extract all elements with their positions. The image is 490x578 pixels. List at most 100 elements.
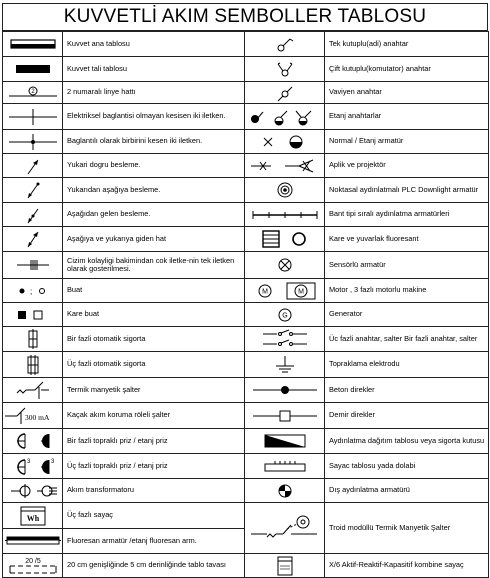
table-cell: Üç fazli topraklı priz / etanj priz bbox=[62, 453, 245, 479]
table-cell: Kare ve yuvarlak fluoresant bbox=[324, 226, 489, 252]
top-down-feed-icon bbox=[2, 177, 63, 203]
three-phase-breaker-icon bbox=[2, 351, 63, 378]
table-cell: Yukarıdan aşağıya besleme. bbox=[62, 177, 245, 203]
socket-phase-label: 3 bbox=[27, 459, 31, 465]
table-cell: Bir fazli otomatik sigorta bbox=[62, 326, 245, 352]
table-cell: Topraklama elektrodu bbox=[324, 351, 489, 378]
table-cell: Motor , 3 fazlı motorlu makine bbox=[324, 278, 489, 303]
multi-conductor-icon bbox=[2, 251, 63, 279]
table-cell: Yukari dogru besleme. bbox=[62, 153, 245, 178]
table-cell: Aşağıya ve yukarıya giden hat bbox=[62, 226, 245, 252]
table-cell: Çift kutuplu(komutator) anahtar bbox=[324, 56, 489, 82]
table-cell: Cizim kolayligi bakimindan cok iletke-ni… bbox=[62, 251, 245, 279]
table-row: Üç fazli otomatik sigorta Topraklama ele… bbox=[2, 351, 489, 378]
table-cell: Bant tipi sıralı aydınlatma armatürleri bbox=[324, 202, 489, 227]
table-row: Bir fazli otomatik sigorta Üc fazli anah… bbox=[2, 326, 489, 352]
table-cell: Normal / Etanj armatür bbox=[324, 129, 489, 154]
table-cell: Vaviyen anahtar bbox=[324, 81, 489, 104]
table-row: Bir fazli topraklı priz / etanj priz Ayd… bbox=[2, 428, 489, 454]
table-cell: Sensörlü armatür bbox=[324, 251, 489, 279]
sensor-armatur-icon bbox=[244, 251, 325, 279]
cift-kutuplu-anahtar-icon bbox=[244, 56, 325, 82]
table-row: 2 2 numaralı linye hattı Vaviyen anahtar bbox=[2, 81, 489, 104]
concrete-pole-icon bbox=[244, 377, 325, 403]
table-cell: Aşağıdan gelen besleme. bbox=[62, 202, 245, 227]
socket-phase-label: 3 bbox=[51, 459, 55, 465]
table-row: Yukarıdan aşağıya besleme. Noktasal aydı… bbox=[2, 177, 489, 203]
linye-hatti-icon: 2 bbox=[2, 81, 63, 104]
table-row: Kare buat G Generator bbox=[2, 302, 489, 327]
single-phase-breaker-icon bbox=[2, 326, 63, 352]
table-row: Kuvvet ana tablosu Tek kutuplu(adi) anah… bbox=[2, 31, 489, 57]
kare-buat-icon bbox=[2, 302, 63, 327]
downlight-icon bbox=[244, 177, 325, 203]
svg-text:M: M bbox=[298, 288, 304, 295]
table-cell: Tek kutuplu(adi) anahtar bbox=[324, 31, 489, 57]
single-phase-socket-icon bbox=[2, 428, 63, 454]
kuvvet-tali-tablosu-icon bbox=[2, 56, 63, 82]
up-down-line-icon bbox=[2, 226, 63, 252]
table-cell: Fluoresan armatür /etanj fluoresan arm. bbox=[62, 528, 245, 554]
table-cell: Kuvvet ana tablosu bbox=[62, 31, 245, 57]
meter-cabinet-icon bbox=[244, 453, 325, 479]
table-cell: Üç fazli otomatik sigorta bbox=[62, 351, 245, 378]
iron-pole-icon bbox=[244, 402, 325, 429]
vaviyen-anahtar-icon bbox=[244, 81, 325, 104]
table-row: Akım transformatoru Dış aydınlatma armat… bbox=[2, 478, 489, 503]
table-cell: Üc fazli anahtar, salter Bir fazli anaht… bbox=[324, 326, 489, 352]
table-cell: Termik manyetik şalter bbox=[62, 377, 245, 403]
table-row: Kuvvet tali tablosu Çift kutuplu(komutat… bbox=[2, 56, 489, 82]
table-cell: Kare buat bbox=[62, 302, 245, 327]
kuvvet-ana-tablosu-icon bbox=[2, 31, 63, 57]
table-cell: Üç fazlı sayaç bbox=[62, 502, 245, 529]
upward-feed-icon bbox=[2, 153, 63, 178]
thermal-magnetic-switch-icon bbox=[2, 377, 63, 403]
normal-etanj-armatur-icon bbox=[244, 129, 325, 154]
switch-salter-icon bbox=[244, 326, 325, 352]
table-cell: Beton direkler bbox=[324, 377, 489, 403]
table-row: 300 mA Kaçak akım koruma röleli şalter D… bbox=[2, 402, 489, 429]
table-cell: Dış aydınlatma armatürü bbox=[324, 478, 489, 503]
page-title: KUVVETLİ AKIM SEMBOLLER TABLOSU bbox=[2, 3, 488, 31]
crossing-no-connection-icon bbox=[2, 103, 63, 130]
rcd-switch-icon: 300 mA bbox=[2, 402, 63, 429]
buat-icon: ; bbox=[2, 278, 63, 303]
rcd-rating-label: 300 mA bbox=[25, 413, 50, 422]
table-cell: 2 numaralı linye hattı bbox=[62, 81, 245, 104]
table-cell: Baglantılı olarak birbirini kesen iki il… bbox=[62, 129, 245, 154]
table-cell: Kuvvet tali tablosu bbox=[62, 56, 245, 82]
current-transformer-icon bbox=[2, 478, 63, 503]
table-row: Aşağıya ve yukarıya giden hat Kare ve yu… bbox=[2, 226, 489, 252]
ground-electrode-icon bbox=[244, 351, 325, 378]
symbols-table: Kuvvet ana tablosu Tek kutuplu(adi) anah… bbox=[2, 31, 489, 578]
meter-unit-label: Wh bbox=[26, 514, 39, 523]
svg-text:G: G bbox=[282, 312, 287, 319]
aplik-projektor-icon bbox=[244, 153, 325, 178]
table-cell: Buat bbox=[62, 278, 245, 303]
svg-text:2: 2 bbox=[31, 89, 35, 95]
from-below-feed-icon bbox=[2, 202, 63, 227]
generator-icon: G bbox=[244, 302, 325, 327]
tray-size-label: 20 /5 bbox=[25, 558, 41, 565]
table-cell: Troid modüllü Termik Manyetik Şalter bbox=[324, 502, 489, 554]
tek-kutuplu-anahtar-icon bbox=[244, 31, 325, 57]
table-row: Wh Üç fazlı sayaç Troid modüllü Termik M… bbox=[2, 502, 489, 554]
table-cell: Bir fazli topraklı priz / etanj priz bbox=[62, 428, 245, 454]
table-row: Cizim kolayligi bakimindan cok iletke-ni… bbox=[2, 251, 489, 279]
table-row: Elektriksel baglantisi olmayan kesisen i… bbox=[2, 103, 489, 130]
svg-text:M: M bbox=[262, 288, 268, 295]
table-cell: Kaçak akım koruma röleli şalter bbox=[62, 402, 245, 429]
toroid-switch-icon bbox=[244, 502, 325, 554]
three-phase-meter-icon: Wh bbox=[2, 502, 63, 529]
band-lighting-icon bbox=[244, 202, 325, 227]
table-cell: Aydınlatma dağıtım tablosu veya sigorta … bbox=[324, 428, 489, 454]
table-cell: Elektriksel baglantisi olmayan kesisen i… bbox=[62, 103, 245, 130]
table-row: Yukari dogru besleme. Aplik ve projektör bbox=[2, 153, 489, 178]
table-cell: Noktasal aydınlatmalı PLC Downlight arma… bbox=[324, 177, 489, 203]
distribution-board-icon bbox=[244, 428, 325, 454]
table-row: Termik manyetik şalter Beton direkler bbox=[2, 377, 489, 403]
